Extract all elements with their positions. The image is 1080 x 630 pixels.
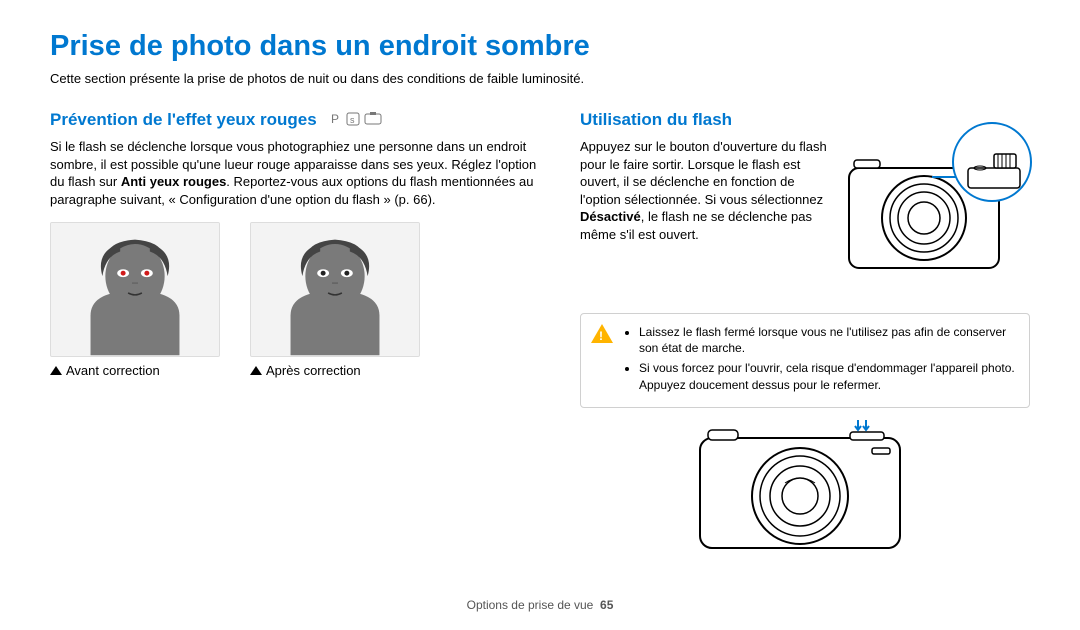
warning-icon <box>591 324 613 343</box>
page-footer: Options de prise de vue 65 <box>0 598 1080 612</box>
caption-after: Après correction <box>250 363 420 378</box>
svg-text:s: s <box>350 115 358 125</box>
figure-before: Avant correction <box>50 222 220 378</box>
flash-heading-text: Utilisation du flash <box>580 110 732 130</box>
note-list: Laissez le flash fermé lorsque vous ne l… <box>625 324 1017 393</box>
svg-text:P: P <box>331 112 342 126</box>
red-eye-heading-text: Prévention de l'effet yeux rouges <box>50 110 317 130</box>
triangle-icon <box>250 366 262 375</box>
caption-after-text: Après correction <box>266 363 361 378</box>
right-column: Utilisation du flash Appuyez sur le bout… <box>580 110 1030 558</box>
camera-illustration-bottom <box>580 418 1030 558</box>
intro-text: Cette section présente la prise de photo… <box>50 71 1030 86</box>
caption-before: Avant correction <box>50 363 220 378</box>
portrait-after <box>250 222 420 357</box>
camera-illustration-top <box>844 138 1024 293</box>
triangle-icon <box>50 366 62 375</box>
two-column-layout: Prévention de l'effet yeux rouges P s Si… <box>50 110 1030 558</box>
flash-top-row: Appuyez sur le bouton d'ouverture du fla… <box>580 138 1030 293</box>
page-title: Prise de photo dans un endroit sombre <box>50 30 1030 63</box>
left-column: Prévention de l'effet yeux rouges P s Si… <box>50 110 540 558</box>
figure-after: Après correction <box>250 222 420 378</box>
flash-bold: Désactivé <box>580 209 641 224</box>
note-box: Laissez le flash fermé lorsque vous ne l… <box>580 313 1030 408</box>
note-item-2: Si vous forcez pour l'ouvrir, cela risqu… <box>639 360 1017 392</box>
caption-before-text: Avant correction <box>66 363 160 378</box>
red-eye-figures: Avant correction <box>50 222 540 378</box>
portrait-before <box>50 222 220 357</box>
footer-section: Options de prise de vue <box>467 598 594 612</box>
note-item-1: Laissez le flash fermé lorsque vous ne l… <box>639 324 1017 356</box>
callout-circle <box>952 122 1032 202</box>
red-eye-body: Si le flash se déclenche lorsque vous ph… <box>50 138 540 208</box>
flash-text-a: Appuyez sur le bouton d'ouverture du fla… <box>580 139 827 207</box>
flash-body: Appuyez sur le bouton d'ouverture du fla… <box>580 138 830 279</box>
footer-page-number: 65 <box>600 598 613 612</box>
mode-icons: P s <box>331 112 387 129</box>
red-eye-heading: Prévention de l'effet yeux rouges P s <box>50 110 540 130</box>
red-eye-bold: Anti yeux rouges <box>121 174 226 189</box>
